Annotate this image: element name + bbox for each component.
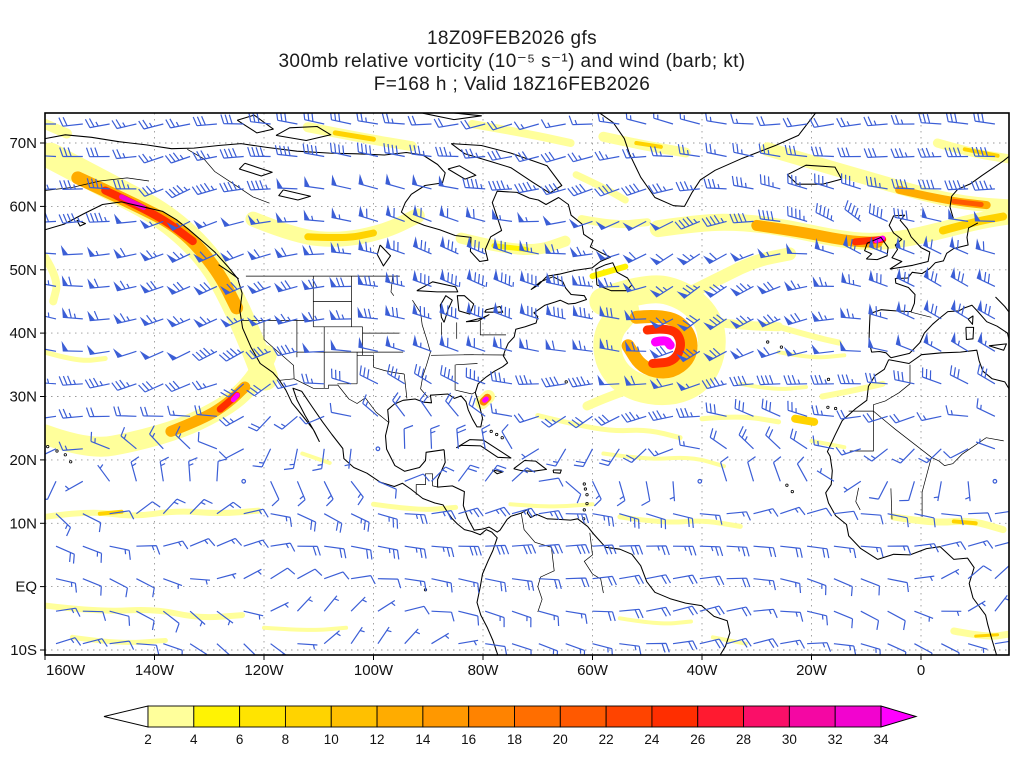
colorbar-segment (651, 705, 699, 728)
wind-barbs-layer (45, 113, 1009, 655)
colorbar-under-arrow (103, 705, 149, 728)
state-country-borders-layer (45, 148, 1004, 613)
colorbar-over-arrow (880, 705, 918, 728)
colorbar-svg: 2 4 6 8 10 12 14 16 18 20 22 24 26 28 30 32 34 (103, 705, 918, 747)
colorbar-segment (422, 705, 470, 728)
lon-tick-label: 120W (244, 662, 284, 679)
lat-tick-label: 40N (9, 325, 37, 342)
colorbar-tick-label: 14 (415, 732, 431, 747)
colorbar: 2 4 6 8 10 12 14 16 18 20 22 24 26 28 30 32 34 (103, 705, 918, 747)
colorbar-tick-label: 16 (461, 732, 476, 747)
lat-tick-label: 10N (9, 515, 37, 532)
colorbar-tick-label: 2 (144, 732, 152, 747)
figure-title-block: 18Z09FEB2026 gfs 300mb relative vorticit… (0, 27, 1024, 96)
colorbar-segment (330, 705, 378, 728)
colorbar-segment (514, 705, 561, 728)
colorbar-segment (147, 705, 195, 728)
title-model-run: 18Z09FEB2026 gfs (426, 28, 598, 49)
axis-ticks-layer (40, 142, 922, 660)
colorbar-segment (743, 705, 790, 728)
lon-tick-label: 60W (577, 662, 609, 679)
colorbar-tick-label: 30 (782, 732, 797, 747)
colorbar-tick-label: 28 (736, 732, 751, 747)
lon-tick-label: 160W (46, 662, 86, 679)
title-valid-time: F=168 h ; Valid 18Z16FEB2026 (373, 74, 651, 95)
lat-tick-label: 60N (9, 198, 37, 215)
lon-axis-labels: 160W 140W 120W 100W 80W 60W 40W 20W 0 (46, 662, 925, 679)
colorbar-tick-label: 12 (370, 732, 385, 747)
colorbar-segment (284, 705, 332, 728)
colorbar-segment (376, 705, 424, 728)
lon-tick-label: 40W (687, 662, 719, 679)
colorbar-segment (193, 705, 241, 728)
lon-tick-label: 100W (354, 662, 394, 679)
colorbar-tick-label: 32 (828, 732, 843, 747)
colorbar-segment (239, 705, 286, 728)
lon-tick-label: 140W (135, 662, 175, 679)
coastlines-layer (45, 113, 1009, 655)
lon-tick-label: 80W (468, 662, 500, 679)
colorbar-tick-label: 10 (324, 732, 339, 747)
lat-tick-label: 70N (9, 135, 37, 152)
lat-tick-label: EQ (15, 579, 37, 596)
lat-tick-label: 20N (9, 452, 37, 469)
colorbar-tick-label: 20 (553, 732, 568, 747)
colorbar-segment (559, 705, 607, 728)
colorbar-segment (468, 705, 515, 728)
lat-tick-label: 30N (9, 389, 37, 406)
title-field-description: 300mb relative vorticity (10⁻⁵ s⁻¹) and … (278, 51, 746, 72)
map-plot-svg: 70N 60N 50N 40N 30N 20N 10N EQ 10S 160W 140W 120W 10… (9, 112, 1010, 679)
colorbar-tick-label: 26 (690, 732, 705, 747)
map-frame (44, 112, 1010, 656)
lat-tick-label: 50N (9, 262, 37, 279)
colorbar-segment (697, 705, 745, 728)
colorbar-segment (834, 705, 882, 728)
colorbar-tick-label: 8 (282, 732, 290, 747)
colorbar-segment (605, 705, 653, 728)
wind-barb-flags-layer (60, 173, 983, 391)
colorbar-tick-label: 18 (507, 732, 522, 747)
lat-tick-label: 10S (10, 642, 37, 659)
lon-tick-label: 0 (917, 662, 925, 679)
colorbar-segment (788, 705, 836, 728)
colorbar-tick-label: 24 (644, 732, 660, 747)
colorbar-tick-label: 6 (236, 732, 244, 747)
colorbar-tick-label: 22 (599, 732, 614, 747)
lat-axis-labels: 70N 60N 50N 40N 30N 20N 10N EQ 10S (9, 135, 37, 659)
lon-tick-label: 20W (796, 662, 828, 679)
colorbar-tick-label: 34 (873, 732, 889, 747)
colorbar-tick-label: 4 (190, 732, 198, 747)
